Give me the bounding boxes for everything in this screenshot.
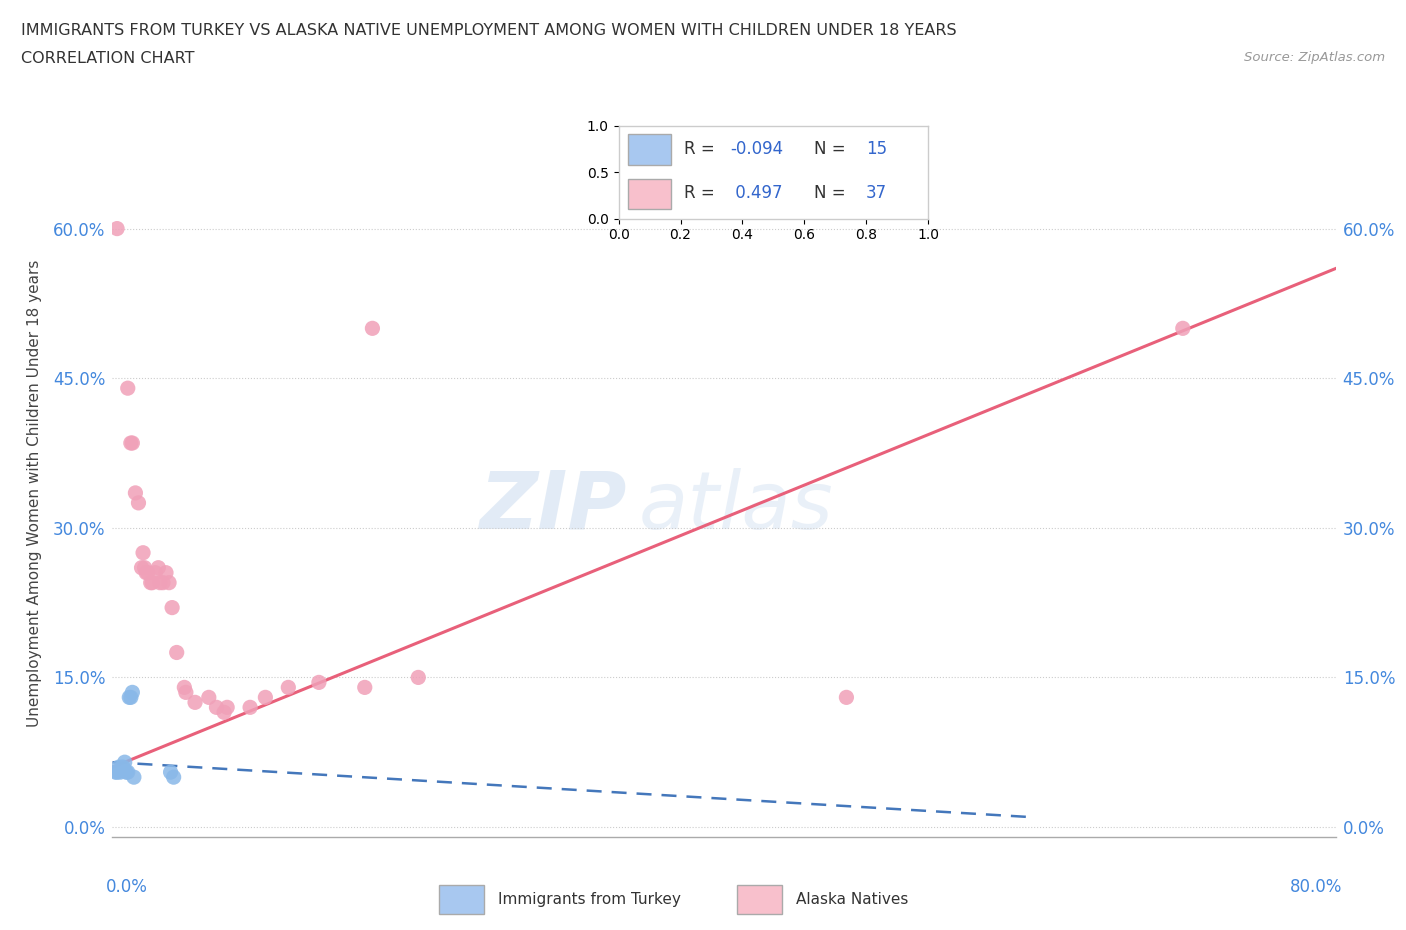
Point — [114, 755, 136, 770]
Point — [132, 545, 155, 560]
Point — [166, 645, 188, 660]
Point — [118, 690, 141, 705]
Text: N =: N = — [814, 140, 851, 158]
Point — [174, 684, 197, 699]
Point — [121, 684, 143, 699]
Point — [835, 690, 858, 705]
Point — [160, 600, 183, 615]
Text: Alaska Natives: Alaska Natives — [796, 892, 908, 908]
Point — [277, 680, 299, 695]
Point — [198, 690, 221, 705]
Point — [353, 680, 375, 695]
Point — [120, 435, 142, 450]
Point — [107, 760, 129, 775]
FancyBboxPatch shape — [439, 885, 484, 914]
Text: IMMIGRANTS FROM TURKEY VS ALASKA NATIVE UNEMPLOYMENT AMONG WOMEN WITH CHILDREN U: IMMIGRANTS FROM TURKEY VS ALASKA NATIVE … — [21, 23, 956, 38]
Point — [120, 690, 142, 705]
Text: R =: R = — [683, 140, 720, 158]
Text: 0.0%: 0.0% — [107, 878, 148, 897]
Point — [117, 380, 139, 395]
Text: 15: 15 — [866, 140, 887, 158]
Point — [148, 560, 170, 575]
Point — [308, 675, 330, 690]
Point — [122, 770, 145, 785]
Point — [217, 700, 239, 715]
Text: atlas: atlas — [638, 468, 834, 546]
Point — [115, 764, 138, 779]
Point — [111, 760, 134, 775]
Point — [1171, 321, 1194, 336]
Point — [152, 576, 174, 591]
Point — [104, 764, 127, 779]
Point — [127, 496, 149, 511]
Point — [105, 764, 128, 779]
Text: 37: 37 — [866, 184, 887, 202]
Text: -0.094: -0.094 — [730, 140, 783, 158]
Point — [155, 565, 177, 580]
Text: N =: N = — [814, 184, 851, 202]
Point — [117, 764, 139, 779]
Point — [135, 565, 157, 580]
Point — [124, 485, 146, 500]
Point — [159, 764, 181, 779]
Text: ZIP: ZIP — [479, 468, 626, 546]
Text: CORRELATION CHART: CORRELATION CHART — [21, 51, 194, 66]
Point — [173, 680, 195, 695]
Point — [157, 576, 180, 591]
Point — [112, 760, 135, 775]
Point — [163, 770, 186, 785]
Text: Immigrants from Turkey: Immigrants from Turkey — [498, 892, 681, 908]
Point — [184, 695, 207, 710]
Point — [131, 560, 153, 575]
Point — [408, 670, 430, 684]
Text: R =: R = — [683, 184, 720, 202]
Point — [139, 576, 162, 591]
Point — [205, 700, 228, 715]
Point — [108, 764, 131, 779]
FancyBboxPatch shape — [628, 179, 671, 209]
Y-axis label: Unemployment Among Women with Children Under 18 years: Unemployment Among Women with Children U… — [27, 259, 42, 726]
FancyBboxPatch shape — [628, 134, 671, 165]
Text: 0.497: 0.497 — [730, 184, 783, 202]
Point — [239, 700, 262, 715]
Point — [141, 576, 163, 591]
Point — [212, 705, 235, 720]
Point — [149, 576, 172, 591]
Point — [134, 560, 156, 575]
Text: 80.0%: 80.0% — [1289, 878, 1341, 897]
Point — [143, 565, 166, 580]
Point — [254, 690, 277, 705]
Point — [136, 565, 159, 580]
FancyBboxPatch shape — [737, 885, 782, 914]
Text: Source: ZipAtlas.com: Source: ZipAtlas.com — [1244, 51, 1385, 64]
Point — [121, 435, 143, 450]
Point — [361, 321, 384, 336]
Point — [105, 221, 128, 236]
